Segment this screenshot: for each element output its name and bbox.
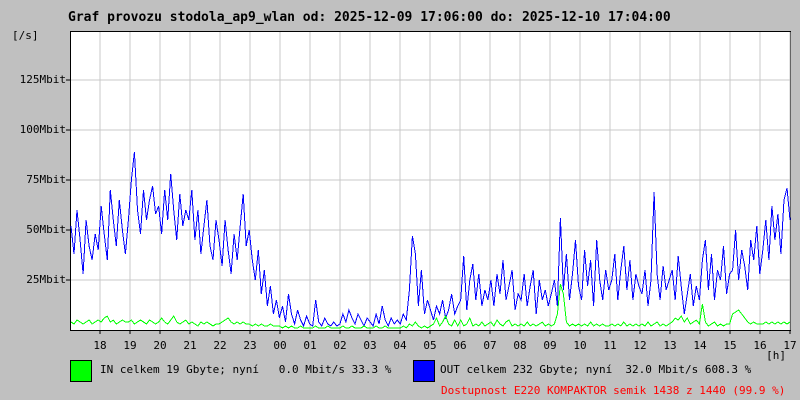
x-tick-label: 06 <box>453 339 467 352</box>
x-tick-label: 01 <box>303 339 317 352</box>
x-tick-label: 17 <box>783 339 797 352</box>
x-axis-unit-label: [h] <box>766 349 786 362</box>
availability-text: Dostupnost E220 KOMPAKTOR semik 1438 z 1… <box>441 384 786 397</box>
y-axis-unit-label: [/s] <box>12 29 39 42</box>
x-tick-label: 14 <box>693 339 707 352</box>
y-tick-label: 50Mbit <box>26 223 66 236</box>
x-tick-label: 20 <box>153 339 167 352</box>
x-tick-label: 05 <box>423 339 437 352</box>
x-tick-label: 23 <box>243 339 257 352</box>
traffic-chart-svg <box>66 32 791 334</box>
x-tick-label: 18 <box>93 339 107 352</box>
legend-out-label: OUT celkem 232 Gbyte; nyní 32.0 Mbit/s 6… <box>440 363 752 376</box>
x-tick-label: 16 <box>753 339 767 352</box>
x-tick-label: 10 <box>573 339 587 352</box>
x-tick-label: 07 <box>483 339 497 352</box>
legend-out-swatch <box>413 360 435 382</box>
x-tick-label: 19 <box>123 339 137 352</box>
y-tick-label: 25Mbit <box>26 273 66 286</box>
legend-in-swatch <box>70 360 92 382</box>
traffic-chart <box>66 31 791 334</box>
x-tick-label: 02 <box>333 339 347 352</box>
out-series-line <box>70 151 791 328</box>
legend-in-label: IN celkem 19 Gbyte; nyní 0.0 Mbit/s 33.3… <box>100 363 392 376</box>
y-tick-label: 125Mbit <box>19 73 66 86</box>
in-series-line <box>70 283 791 329</box>
y-tick-label: 100Mbit <box>19 123 66 136</box>
x-tick-label: 03 <box>363 339 377 352</box>
x-tick-label: 09 <box>543 339 557 352</box>
page-title: Graf provozu stodola_ap9_wlan od: 2025-1… <box>68 10 671 25</box>
x-tick-label: 22 <box>213 339 227 352</box>
x-tick-label: 13 <box>663 339 677 352</box>
x-tick-label: 00 <box>273 339 287 352</box>
x-tick-label: 21 <box>183 339 197 352</box>
x-tick-label: 15 <box>723 339 737 352</box>
y-tick-label: 75Mbit <box>26 173 66 186</box>
x-tick-label: 11 <box>603 339 617 352</box>
x-tick-label: 12 <box>633 339 647 352</box>
x-tick-label: 04 <box>393 339 407 352</box>
x-tick-label: 08 <box>513 339 527 352</box>
